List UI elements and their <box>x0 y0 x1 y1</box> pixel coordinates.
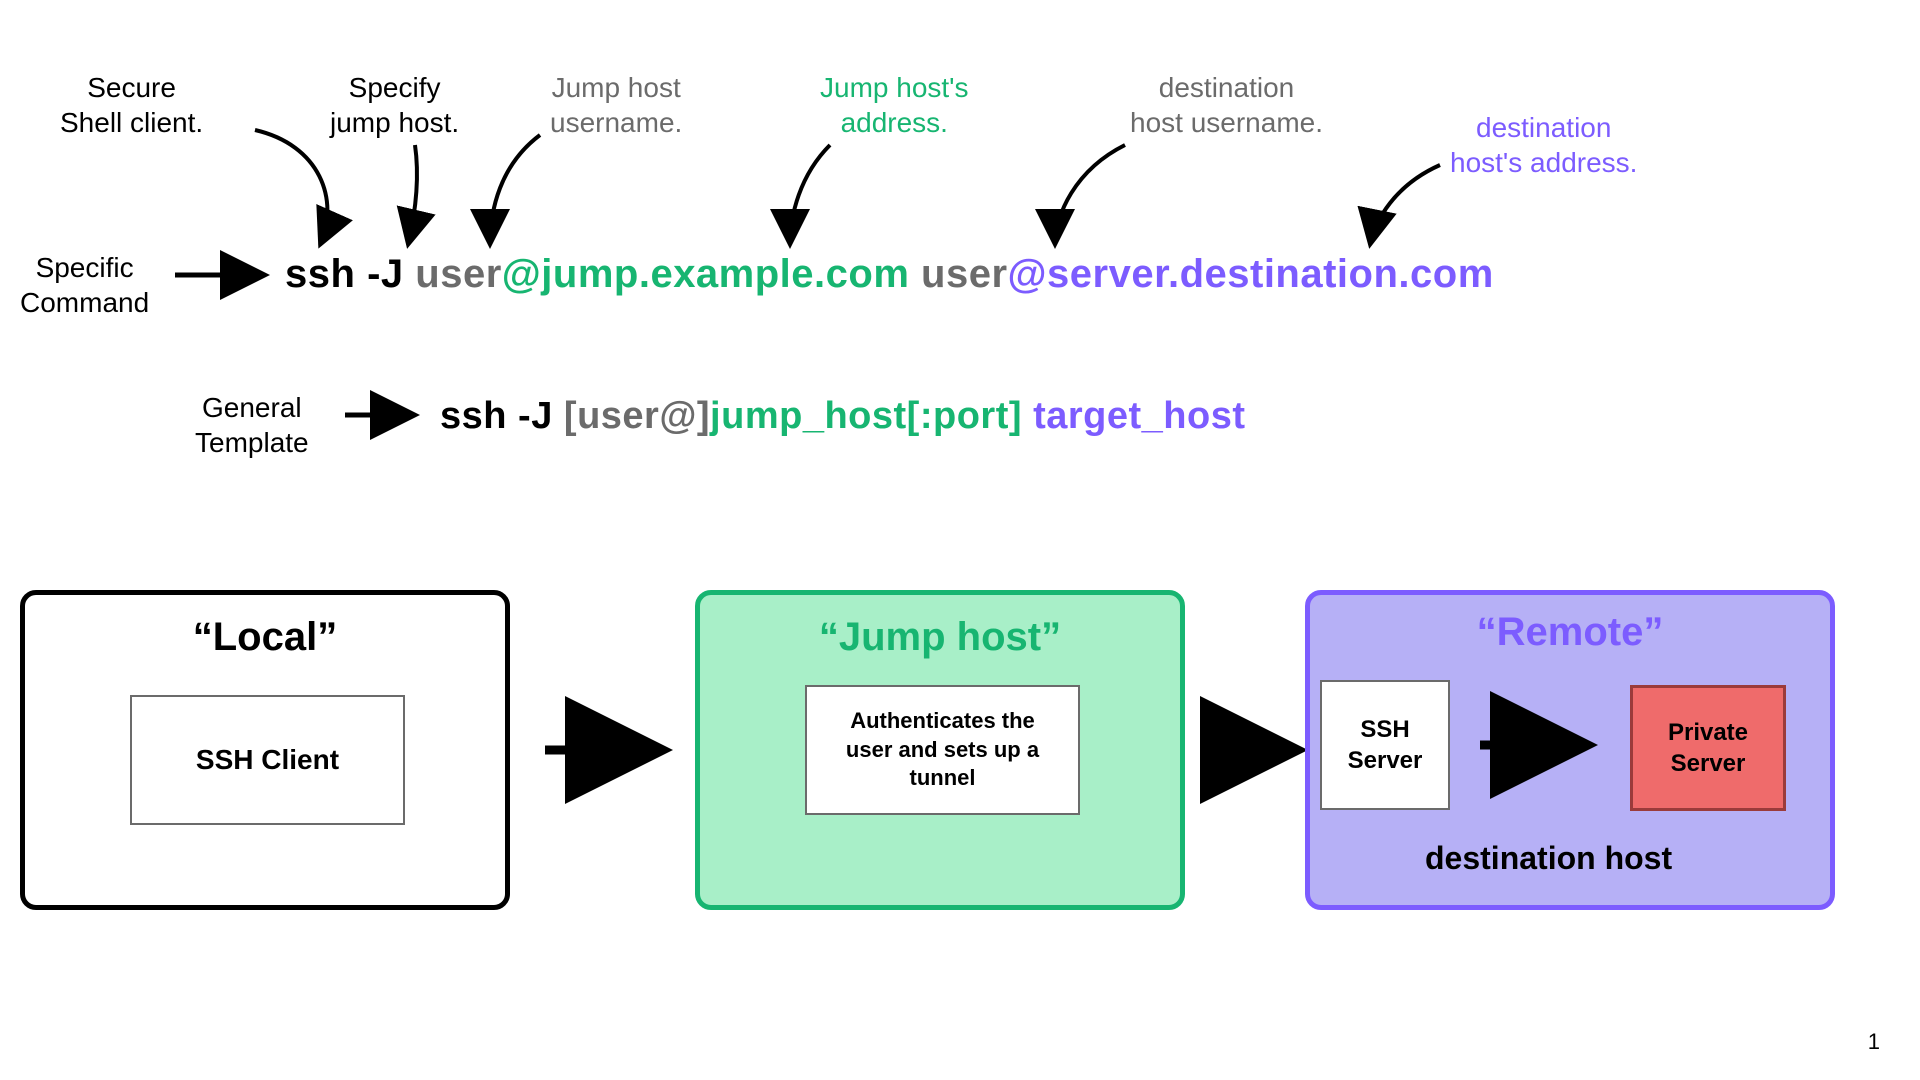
page-number: 1 <box>1868 1029 1880 1055</box>
box-private-server: Private Server <box>1630 685 1786 811</box>
arrow-ssh-private <box>0 0 1920 1080</box>
